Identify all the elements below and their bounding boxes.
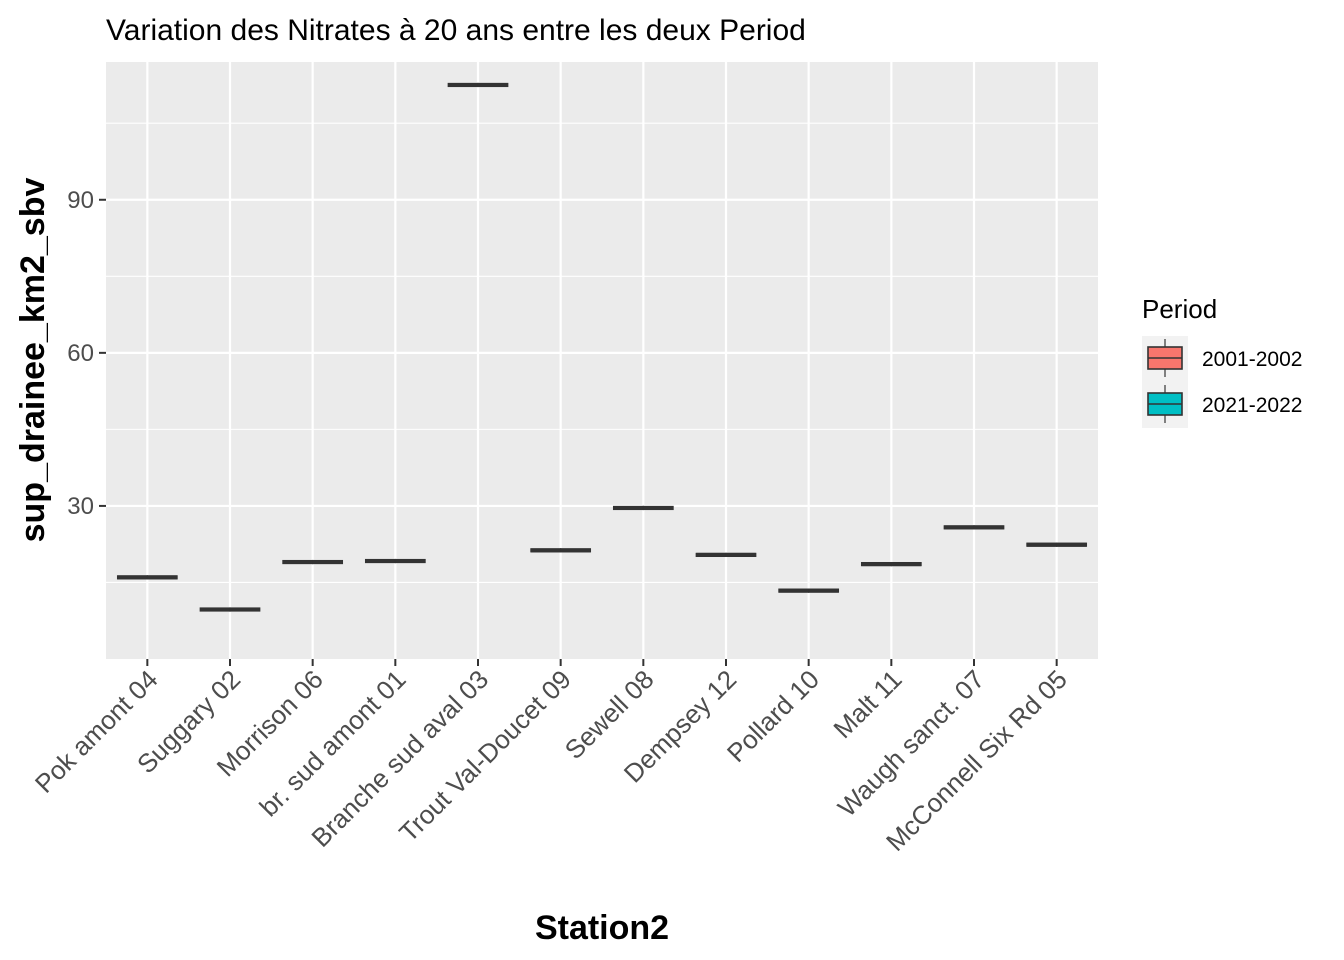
x-axis-title: Station2	[535, 909, 669, 947]
y-axis-title: sup_drainee_km2_sbv	[14, 178, 52, 543]
legend: Period 2001-2002 2021-2022	[1142, 294, 1302, 428]
x-tick-label: Waugh sanct. 07	[832, 664, 991, 823]
x-tick-label: br. sud amont 01	[253, 664, 411, 822]
x-tick-label: Malt 11	[827, 664, 907, 744]
boxes	[116, 82, 1088, 612]
chart-title: Variation des Nitrates à 20 ans entre le…	[106, 14, 806, 47]
minor-gridlines	[106, 122, 1098, 584]
legend-label: 2021-2022	[1202, 394, 1302, 417]
x-tick-label: Pok amont 04	[29, 664, 164, 799]
legend-title: Period	[1142, 294, 1217, 324]
legend-keys: 2001-2002 2021-2022	[1142, 336, 1302, 428]
y-tick-label: 60	[67, 340, 94, 367]
y-axis: 30 60 90	[67, 187, 106, 520]
plot-panel	[106, 62, 1098, 659]
legend-label: 2001-2002	[1202, 348, 1302, 371]
y-tick-label: 90	[67, 187, 94, 214]
major-gridlines	[106, 62, 1098, 659]
y-tick-label: 30	[67, 493, 94, 520]
